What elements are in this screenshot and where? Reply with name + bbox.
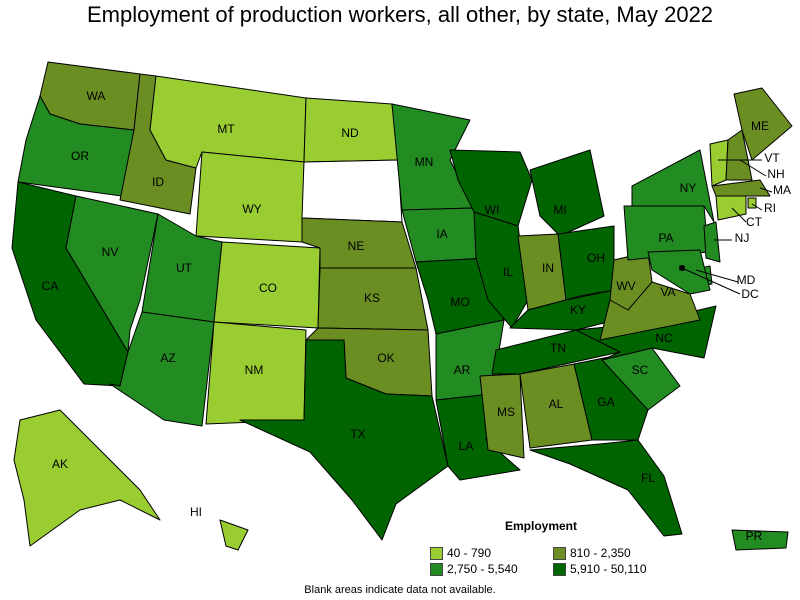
dc-marker	[679, 265, 685, 271]
state-label-me: ME	[751, 119, 769, 133]
legend-title: Employment	[505, 519, 578, 533]
state-oh[interactable]	[557, 225, 615, 301]
state-label-ga: GA	[597, 395, 614, 409]
state-label-mn: MN	[415, 155, 434, 169]
state-label-il: IL	[503, 265, 513, 279]
state-label-md: MD	[737, 273, 756, 287]
state-label-ct: CT	[746, 215, 763, 229]
state-label-ok: OK	[377, 351, 394, 365]
state-label-wy: WY	[242, 202, 261, 216]
map-title: Employment of production workers, all ot…	[86, 2, 714, 27]
state-label-co: CO	[259, 281, 277, 295]
legend-item-bin-2: 810 - 2,350	[553, 546, 631, 560]
footnote: Blank areas indicate data not available.	[304, 584, 496, 596]
state-label-nv: NV	[102, 245, 119, 259]
state-label-ut: UT	[176, 261, 193, 275]
leader-line-nh	[739, 159, 767, 177]
state-nh[interactable]	[725, 129, 753, 181]
state-label-az: AZ	[160, 351, 175, 365]
state-label-ia: IA	[436, 227, 447, 241]
state-label-or: OR	[71, 149, 89, 163]
leader-lines	[679, 159, 773, 295]
legend-label: 2,750 - 5,540	[447, 562, 518, 576]
state-ny[interactable]	[631, 149, 715, 223]
state-label-id: ID	[152, 175, 164, 189]
leader-line-dc	[681, 267, 741, 295]
state-pr[interactable]	[731, 529, 789, 551]
state-label-vt: VT	[764, 151, 780, 165]
state-wy[interactable]	[195, 151, 305, 243]
state-label-ri: RI	[764, 201, 776, 215]
state-ct[interactable]	[715, 195, 747, 221]
state-label-mt: MT	[217, 122, 235, 136]
leader-line-ri	[751, 203, 763, 211]
legend-label: 40 - 790	[447, 546, 492, 560]
state-label-wi: WI	[485, 203, 500, 217]
state-sd[interactable]	[301, 159, 403, 223]
state-label-hi: HI	[190, 505, 202, 519]
state-label-ks: KS	[364, 291, 380, 305]
state-ma[interactable]	[711, 179, 771, 197]
state-me[interactable]	[733, 87, 793, 161]
state-label-nh: NH	[767, 167, 784, 181]
state-label-fl: FL	[641, 471, 655, 485]
legend-item-bin-4: 5,910 - 50,110	[553, 562, 647, 576]
state-label-ne: NE	[348, 239, 365, 253]
state-ms[interactable]	[479, 373, 525, 459]
state-label-ky: KY	[570, 303, 586, 317]
state-hi[interactable]	[219, 519, 249, 551]
state-label-va: VA	[660, 285, 675, 299]
state-label-nc: NC	[655, 331, 673, 345]
state-label-in: IN	[542, 261, 554, 275]
state-label-ak: AK	[52, 457, 68, 471]
state-md[interactable]	[647, 249, 711, 295]
state-label-tn: TN	[550, 341, 566, 355]
state-label-oh: OH	[587, 251, 605, 265]
state-label-ca: CA	[42, 279, 59, 293]
labels-layer: WA OR CA NV ID MT WY UT AZ CO NM ND NE KS OK TX MN IA MO AR…	[42, 89, 791, 543]
legend-swatch	[553, 546, 566, 560]
state-label-dc: DC	[741, 287, 759, 301]
state-ri[interactable]	[747, 197, 757, 209]
state-tx[interactable]	[239, 339, 449, 541]
legend-item-bin-1: 40 - 790	[430, 546, 491, 560]
state-label-pa: PA	[658, 231, 673, 245]
state-mi[interactable]	[529, 149, 605, 237]
leader-line-ma	[759, 187, 773, 193]
legend-swatch	[430, 562, 443, 576]
legend-swatch	[553, 562, 566, 576]
legend-label: 5,910 - 50,110	[570, 562, 647, 576]
state-label-mi: MI	[553, 203, 566, 217]
state-label-ny: NY	[680, 181, 697, 195]
state-label-ms: MS	[497, 405, 515, 419]
state-label-nj: NJ	[735, 231, 750, 245]
state-label-nm: NM	[245, 363, 264, 377]
leader-line-ct	[731, 207, 747, 223]
state-label-tx: TX	[350, 427, 365, 441]
state-label-mo: MO	[450, 295, 469, 309]
state-label-wa: WA	[87, 89, 106, 103]
state-label-nd: ND	[341, 126, 359, 140]
state-label-al: AL	[549, 397, 564, 411]
state-label-sc: SC	[632, 363, 649, 377]
state-nj[interactable]	[703, 221, 721, 263]
state-label-wv: WV	[616, 279, 635, 293]
state-fl[interactable]	[529, 439, 683, 537]
states-layer	[11, 61, 793, 551]
leader-line-md	[695, 269, 739, 283]
legend-item-bin-3: 2,750 - 5,540	[430, 562, 518, 576]
state-vt[interactable]	[709, 139, 729, 187]
legend-label: 810 - 2,350	[570, 546, 631, 560]
state-label-ar: AR	[454, 363, 471, 377]
state-az[interactable]	[109, 311, 215, 427]
state-label-pr: PR	[746, 529, 763, 543]
state-label-ma: MA	[773, 183, 791, 197]
legend-swatch	[430, 546, 443, 560]
state-ak[interactable]	[13, 409, 161, 547]
state-label-la: LA	[459, 439, 474, 453]
